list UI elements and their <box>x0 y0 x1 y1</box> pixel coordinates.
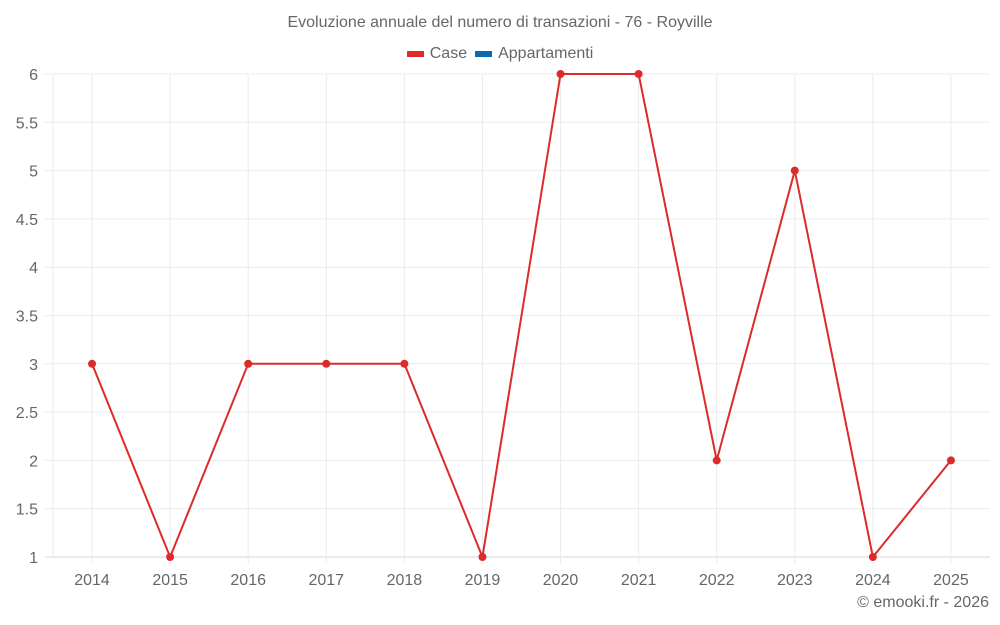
y-tick-label: 2.5 <box>16 405 38 422</box>
data-point[interactable] <box>868 553 877 561</box>
data-point[interactable] <box>712 456 721 465</box>
legend-label-appartamenti: Appartamenti <box>498 45 594 62</box>
legend-label-case: Case <box>429 45 468 62</box>
data-point[interactable] <box>244 359 253 368</box>
x-tick-label: 2019 <box>465 572 501 589</box>
chart-credit: © emooki.fr - 2026 <box>857 594 989 611</box>
data-point[interactable] <box>556 70 565 78</box>
y-tick-label: 4 <box>29 260 38 277</box>
data-point[interactable] <box>166 553 175 561</box>
x-tick-label: 2018 <box>387 572 423 589</box>
y-tick-label: 6 <box>29 67 38 84</box>
x-tick-label: 2023 <box>777 572 813 589</box>
chart-legend: Case Appartamenti <box>0 45 1000 63</box>
legend-swatch-case <box>406 51 424 57</box>
y-tick-label: 3 <box>29 357 38 374</box>
y-tick-label: 5 <box>29 164 38 181</box>
x-tick-label: 2021 <box>621 572 657 589</box>
legend-item-case[interactable]: Case <box>406 45 468 63</box>
x-tick-label: 2025 <box>933 572 969 589</box>
y-tick-label: 1.5 <box>16 502 38 519</box>
x-tick-label: 2017 <box>308 572 344 589</box>
data-point[interactable] <box>634 70 643 78</box>
data-point[interactable] <box>790 166 799 175</box>
legend-item-appartamenti[interactable]: Appartamenti <box>475 45 593 63</box>
data-point[interactable] <box>946 456 955 465</box>
series-line-case <box>91 73 952 561</box>
x-tick-label: 2016 <box>230 572 266 589</box>
data-point[interactable] <box>88 359 97 368</box>
y-tick-label: 4.5 <box>16 212 38 229</box>
x-tick-label: 2022 <box>699 572 735 589</box>
y-tick-label: 2 <box>29 453 38 470</box>
data-point[interactable] <box>322 359 331 368</box>
x-tick-label: 2015 <box>152 572 188 589</box>
y-tick-label: 5.5 <box>16 115 38 132</box>
chart-title: Evoluzione annuale del numero di transaz… <box>287 14 713 31</box>
legend-swatch-appartamenti <box>475 51 493 57</box>
y-tick-label: 3.5 <box>16 309 38 326</box>
y-tick-label: 1 <box>29 550 38 567</box>
x-tick-label: 2020 <box>543 572 579 589</box>
data-point[interactable] <box>478 553 487 561</box>
x-tick-label: 2014 <box>74 572 110 589</box>
x-tick-label: 2024 <box>855 572 891 589</box>
data-point[interactable] <box>400 359 409 368</box>
